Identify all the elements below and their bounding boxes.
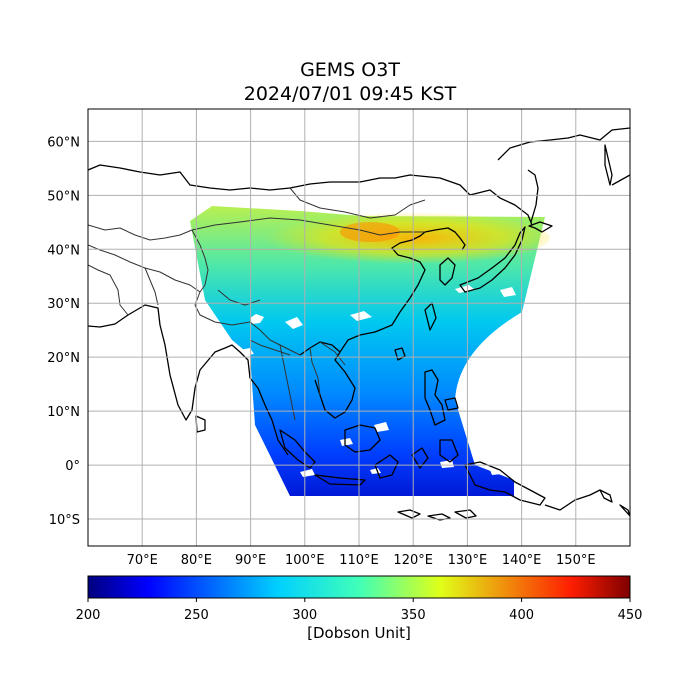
ozone-swath xyxy=(190,206,545,496)
colorbar-tick-label: 300 xyxy=(292,608,317,623)
lon-tick-label: 100°E xyxy=(285,553,325,568)
colorbar xyxy=(87,575,631,599)
colorbar-ticks: 200 250 300 350 400 450 xyxy=(76,598,643,623)
country-borders xyxy=(88,187,426,421)
lat-tick-label: 60°N xyxy=(47,135,80,150)
lon-tick-label: 80°E xyxy=(181,553,212,568)
lon-tick-label: 140°E xyxy=(502,553,542,568)
high-ozone-region xyxy=(250,212,550,264)
lat-tick-label: 10°S xyxy=(49,513,80,528)
graticule xyxy=(88,109,630,546)
map-subtitle-datetime: 2024/07/01 09:45 KST xyxy=(243,83,457,105)
lat-tick-label: 50°N xyxy=(47,189,80,204)
lon-tick-label: 120°E xyxy=(393,553,433,568)
colorbar-label: [Dobson Unit] xyxy=(307,624,411,642)
lon-tick-label: 90°E xyxy=(235,553,266,568)
lat-tick-label: 0° xyxy=(65,459,80,474)
map-title: GEMS O3T xyxy=(300,59,400,81)
colorbar-tick-label: 400 xyxy=(509,608,534,623)
lat-tick-label: 30°N xyxy=(47,297,80,312)
colorbar-tick-label: 450 xyxy=(618,608,643,623)
lon-tick-label: 110°E xyxy=(339,553,379,568)
latitude-axis: 60°N 50°N 40°N 30°N 20°N 10°N 0° 10°S xyxy=(47,135,80,528)
lon-tick-label: 130°E xyxy=(448,553,488,568)
map-frame xyxy=(87,108,631,547)
colorbar-tick-label: 350 xyxy=(401,608,426,623)
colorbar-tick-label: 250 xyxy=(184,608,209,623)
lat-tick-label: 20°N xyxy=(47,351,80,366)
longitude-axis: 70°E 80°E 90°E 100°E 110°E 120°E 130°E 140°E 150… xyxy=(127,553,596,568)
lat-tick-label: 10°N xyxy=(47,405,80,420)
lon-tick-label: 150°E xyxy=(556,553,596,568)
coastlines xyxy=(88,127,630,521)
lon-tick-label: 70°E xyxy=(127,553,158,568)
lat-tick-label: 40°N xyxy=(47,243,80,258)
colorbar-tick-label: 200 xyxy=(76,608,101,623)
